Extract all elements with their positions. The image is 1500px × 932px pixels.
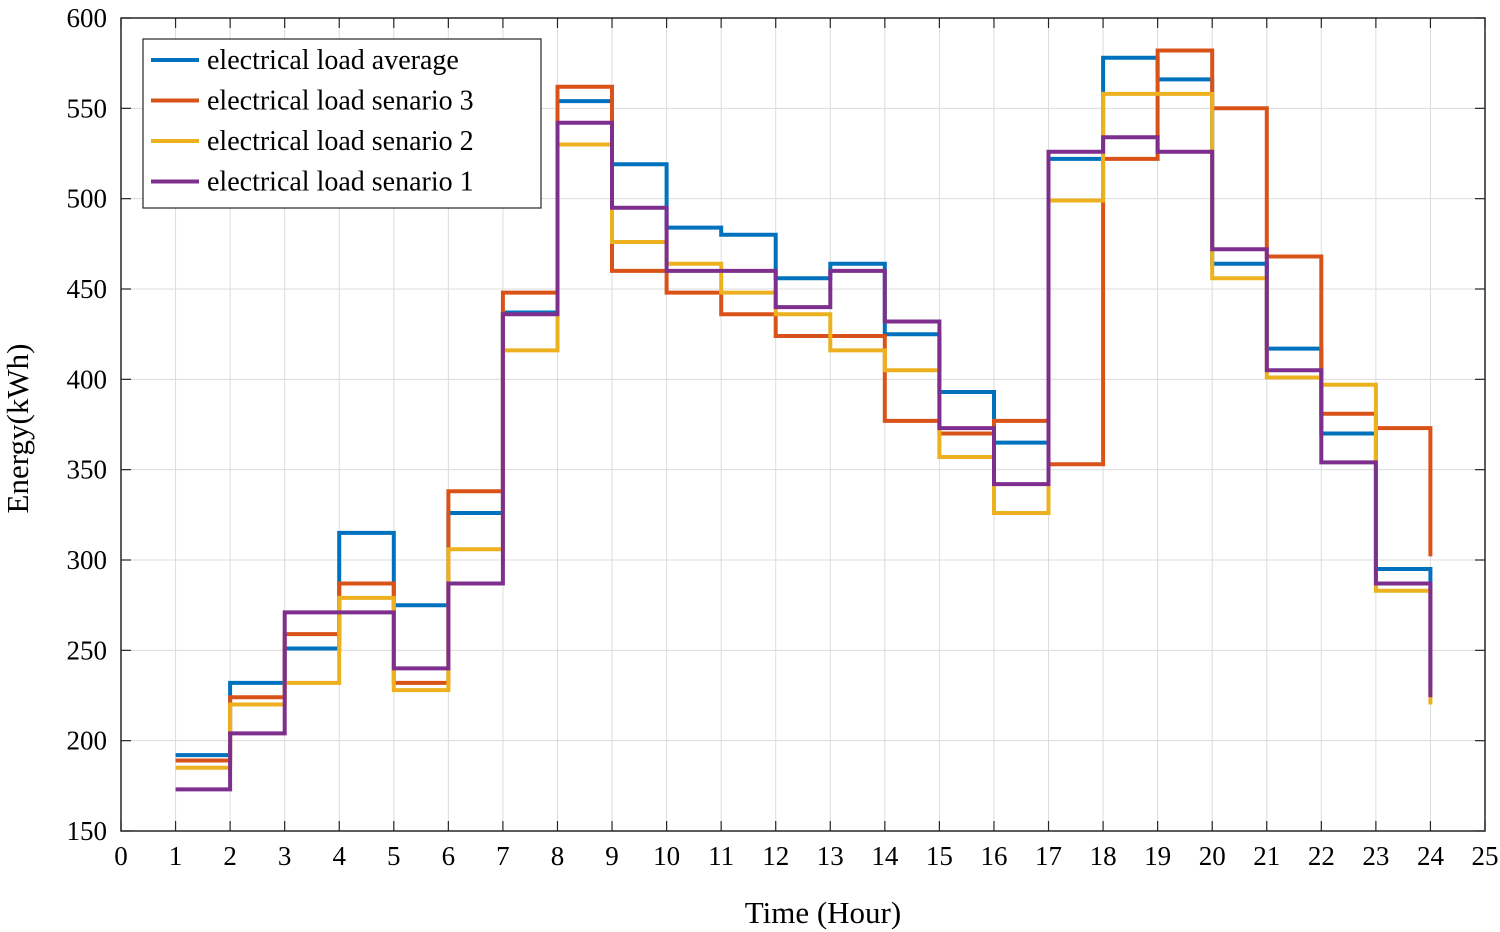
x-tick-label: 10 bbox=[653, 841, 680, 871]
legend-label-1: electrical load average bbox=[207, 45, 459, 76]
axis-ticks bbox=[120, 17, 1486, 832]
y-tick-labels: 150 200 250 300 350 400 450 500 550 600 bbox=[67, 3, 108, 846]
y-tick-label: 500 bbox=[67, 184, 108, 214]
x-tick-label: 6 bbox=[442, 841, 456, 871]
y-tick-label: 300 bbox=[67, 545, 108, 575]
legend: electrical load average electrical load s… bbox=[142, 38, 542, 209]
x-tick-label: 1 bbox=[169, 841, 183, 871]
x-tick-label: 8 bbox=[551, 841, 565, 871]
legend-label-2: electrical load senario 3 bbox=[207, 86, 474, 117]
x-tick-label: 11 bbox=[708, 841, 734, 871]
y-tick-label: 450 bbox=[67, 274, 108, 304]
x-tick-label: 3 bbox=[278, 841, 292, 871]
legend-box bbox=[142, 38, 542, 209]
x-tick-label: 7 bbox=[496, 841, 510, 871]
x-tick-label: 13 bbox=[817, 841, 844, 871]
x-tick-label: 0 bbox=[114, 841, 128, 871]
y-tick-label: 400 bbox=[67, 364, 108, 394]
x-tick-labels: 0 1 2 3 4 5 6 7 8 9 10 11 12 13 14 15 16 17 18 19 20 21 22 23 24… bbox=[114, 841, 1498, 871]
x-tick-label: 15 bbox=[926, 841, 953, 871]
legend-label-4: electrical load senario 1 bbox=[207, 167, 474, 198]
x-tick-label: 14 bbox=[871, 841, 899, 871]
x-tick-label: 4 bbox=[332, 841, 346, 871]
x-tick-label: 12 bbox=[762, 841, 789, 871]
y-tick-label: 150 bbox=[67, 816, 108, 846]
series-line-4 bbox=[175, 120, 1433, 792]
x-tick-label: 24 bbox=[1417, 841, 1445, 871]
y-axis-title: Energy(kWh) bbox=[0, 344, 35, 514]
x-tick-label: 19 bbox=[1144, 841, 1171, 871]
x-tick-label: 5 bbox=[387, 841, 401, 871]
y-tick-label: 250 bbox=[67, 635, 108, 665]
y-tick-label: 550 bbox=[67, 93, 108, 123]
series-lines bbox=[175, 48, 1433, 792]
x-tick-label: 22 bbox=[1308, 841, 1335, 871]
x-tick-label: 25 bbox=[1472, 841, 1499, 871]
legend-label-3: electrical load senario 2 bbox=[207, 126, 474, 157]
x-tick-label: 20 bbox=[1199, 841, 1226, 871]
x-tick-label: 17 bbox=[1035, 841, 1062, 871]
x-tick-label: 21 bbox=[1253, 841, 1280, 871]
x-tick-label: 23 bbox=[1362, 841, 1389, 871]
y-tick-label: 350 bbox=[67, 455, 108, 485]
y-tick-label: 200 bbox=[67, 726, 108, 756]
x-tick-label: 9 bbox=[605, 841, 619, 871]
x-tick-label: 16 bbox=[980, 841, 1007, 871]
y-tick-label: 600 bbox=[67, 3, 108, 33]
x-axis-title: Time (Hour) bbox=[745, 895, 901, 930]
x-tick-label: 18 bbox=[1090, 841, 1117, 871]
x-tick-label: 2 bbox=[223, 841, 237, 871]
plot-area-frame bbox=[120, 17, 1486, 832]
